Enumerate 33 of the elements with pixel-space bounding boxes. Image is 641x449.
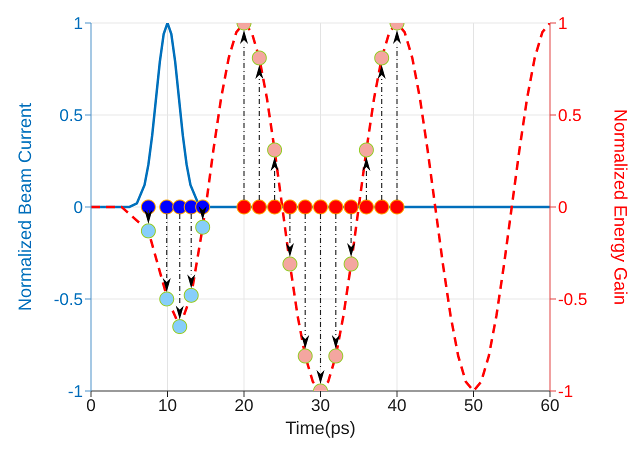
y2-tick-label: -0.5 (558, 290, 588, 310)
y-axis-title: Normalized Beam Current (14, 102, 35, 312)
point (172, 319, 188, 334)
point (358, 142, 374, 158)
point (344, 256, 359, 272)
y-tick-label: -0.5 (54, 290, 83, 310)
point (195, 220, 210, 235)
x-tick-label: 0 (86, 396, 96, 416)
point (298, 348, 313, 364)
y2-tick-label: 0.5 (558, 106, 582, 126)
x-tick-label: 10 (158, 396, 177, 416)
x-tick-label: 50 (464, 396, 483, 416)
y2-tick-label: -1 (558, 382, 574, 402)
y-tick-label: -1 (68, 382, 83, 402)
y2-tick-label: 0 (558, 198, 568, 218)
x-tick-label: 30 (311, 396, 330, 416)
y-tick-label: 0 (74, 198, 83, 218)
point (184, 288, 199, 303)
point (140, 223, 156, 238)
point (267, 142, 282, 158)
x-tick-label: 40 (388, 396, 406, 416)
point (282, 256, 298, 272)
point (252, 50, 267, 66)
y2-tick-label: 1 (558, 14, 568, 34)
point (328, 348, 344, 364)
y2-axis-title: Normalized Energy Gain (610, 108, 630, 306)
point (159, 292, 174, 306)
x-axis-title: Time(ps) (285, 418, 356, 438)
y-tick-label: 0.5 (59, 106, 83, 126)
point (374, 50, 390, 66)
y-tick-label: 1 (74, 14, 83, 34)
x-tick-label: 20 (234, 396, 254, 416)
x-tick-label: 60 (540, 396, 560, 416)
